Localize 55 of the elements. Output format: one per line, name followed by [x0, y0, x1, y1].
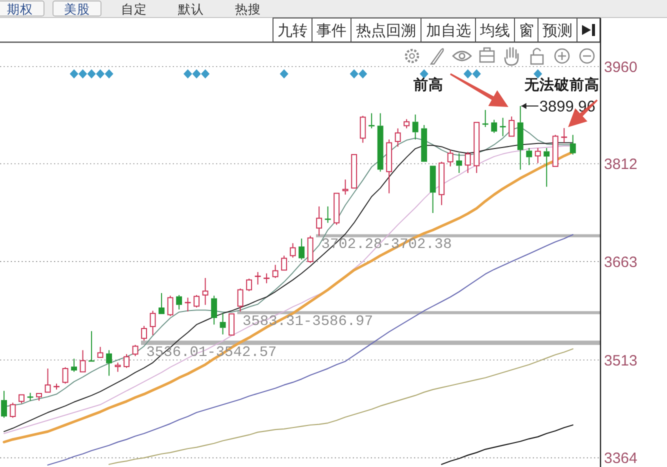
text: 期权	[7, 2, 33, 16]
y-tick-label: 3960	[604, 58, 638, 76]
candlestick	[377, 112, 384, 172]
text: 自定	[121, 2, 147, 16]
text: 均线	[479, 22, 510, 40]
candlestick	[316, 206, 322, 236]
candlestick	[499, 117, 506, 137]
candlestick	[368, 112, 375, 129]
candlestick	[44, 368, 51, 393]
candlestick	[412, 114, 418, 140]
y-tick-label: 3364	[604, 450, 638, 467]
line-series	[47, 234, 574, 466]
annotation: 无法破前高	[524, 76, 600, 94]
candlestick	[202, 277, 208, 306]
y-tick-label: 3812	[604, 156, 638, 174]
line-series	[108, 348, 574, 465]
candlestick	[421, 124, 428, 162]
text: 事件	[316, 22, 346, 40]
y-tick-label: 3663	[604, 254, 638, 271]
candlestick	[228, 313, 235, 336]
candlestick	[560, 128, 568, 144]
candlestick	[80, 350, 86, 372]
text: 热点回溯	[356, 22, 416, 40]
candlestick	[517, 106, 524, 170]
candlestick	[97, 346, 104, 358]
text: 九转	[278, 22, 308, 40]
candlestick	[176, 294, 182, 310]
y-tick-label: 3513	[604, 352, 638, 370]
candlestick	[351, 154, 358, 189]
annotation: 前高	[412, 76, 444, 94]
candlestick	[211, 295, 218, 326]
text: 加自选	[426, 22, 471, 40]
candlestick	[386, 138, 392, 194]
candlestick	[456, 152, 462, 174]
candlestick	[158, 292, 165, 314]
candlestick	[71, 358, 78, 372]
line-series	[441, 424, 574, 465]
candlestick	[1, 390, 7, 418]
text: 美股	[64, 2, 90, 16]
candlestick	[324, 206, 332, 224]
text: 热搜	[235, 2, 261, 16]
candlestick	[526, 148, 532, 166]
candlestick	[281, 255, 288, 271]
text: 默认	[177, 2, 204, 16]
candlestick	[114, 362, 121, 372]
text: 窗	[518, 22, 534, 40]
candlestick	[220, 312, 226, 335]
candlestick	[474, 122, 480, 174]
candlestick	[544, 148, 550, 188]
candlestick	[106, 350, 112, 376]
text: 预测	[542, 22, 572, 40]
candlestick	[534, 148, 541, 164]
candlestick	[430, 166, 436, 214]
candlestick	[404, 118, 410, 129]
candlestick	[491, 119, 498, 134]
